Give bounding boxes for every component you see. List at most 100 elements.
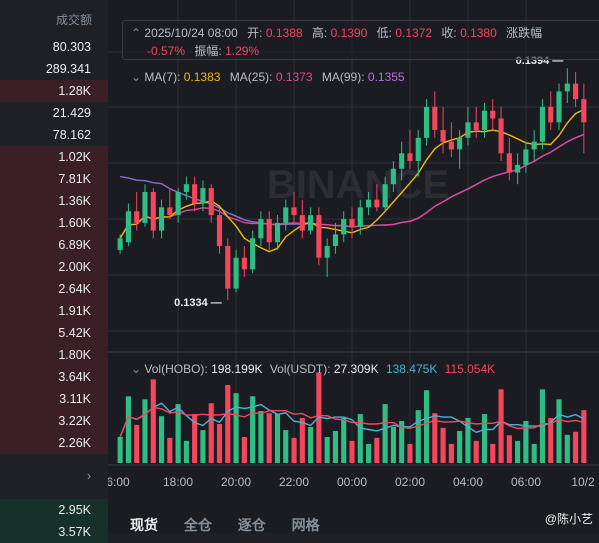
volume-bar	[250, 396, 256, 463]
turnover-row: 1.36K	[0, 190, 108, 212]
time-tick-label: 20:00	[221, 475, 251, 489]
vol-toggle-icon[interactable]: ⌄	[131, 362, 142, 376]
ohlc-line2: -0.57% 振幅: 1.29%	[147, 42, 259, 59]
low-label: 低:	[376, 26, 392, 40]
ma99-label: MA(99):	[321, 70, 365, 84]
candle-body	[357, 207, 363, 227]
ma99-value: 0.1355	[367, 70, 405, 84]
volume-bar	[216, 424, 223, 463]
time-tick-label: 18:00	[163, 475, 193, 489]
candle-body	[349, 219, 355, 227]
candle-body	[415, 137, 421, 161]
volume-bar	[283, 430, 289, 463]
candle-body	[399, 153, 405, 169]
volume-bar	[481, 414, 488, 463]
ma7-label: MA(7):	[144, 70, 181, 84]
volume-bar	[308, 427, 314, 463]
usdt-label: Vol(USDT):	[269, 362, 331, 376]
volume-bar	[473, 440, 479, 463]
candle-body	[581, 99, 587, 123]
tab-spot[interactable]: 现货	[130, 517, 158, 533]
candle-body	[341, 219, 347, 235]
volume-bar	[548, 417, 554, 463]
volume-bar	[374, 437, 380, 463]
high-label: 高:	[311, 26, 328, 40]
volume-bar	[341, 417, 347, 463]
volume-bar	[134, 424, 140, 463]
chevron-right-icon[interactable]: ›	[86, 469, 91, 483]
candle-body	[531, 141, 537, 150]
collapse-icon[interactable]: ⌃	[131, 26, 142, 40]
volume-bar	[349, 440, 355, 463]
candle-body	[564, 83, 570, 92]
volume-bar	[523, 420, 529, 463]
candle-body	[490, 110, 496, 119]
amp-label: 振幅:	[194, 44, 222, 58]
candle-body	[432, 106, 438, 131]
candle-body	[266, 219, 272, 243]
volume-bar	[142, 399, 148, 463]
tab-cross[interactable]: 全仓	[183, 517, 212, 533]
turnover-row: 5.42K	[0, 322, 108, 344]
candle-body	[258, 219, 264, 239]
turnover-row: 7.81K	[0, 168, 108, 190]
candle-body	[332, 234, 339, 247]
volume-bar	[274, 414, 281, 463]
volume-bar	[324, 437, 330, 463]
time-tick-label: 02:00	[395, 475, 425, 489]
volume-bar	[390, 427, 396, 463]
turnover-row: 1.28K	[0, 80, 108, 102]
candle-body	[291, 207, 297, 216]
volume-bar	[225, 385, 231, 463]
candle-body	[283, 207, 289, 223]
ohlc-panel	[122, 20, 599, 60]
volume-bar	[266, 413, 272, 463]
time-tick-label: 22:00	[279, 475, 309, 489]
volume-bar	[498, 389, 504, 463]
candle-body	[481, 110, 488, 131]
turnover-row: 2.95K	[0, 499, 108, 521]
candle-body	[216, 215, 223, 247]
kline-chart[interactable]: BINANCE 0.1394 —0.1334 —6:00 18:00 20:00 22:…	[108, 0, 599, 533]
candle-body	[523, 149, 529, 165]
turnover-row: 3.22K	[0, 410, 108, 432]
volume-bar	[299, 417, 305, 463]
candle-body	[208, 188, 214, 216]
turnover-row: 2.26K	[0, 432, 108, 454]
turnover-row: 80.303	[0, 36, 108, 58]
candle-body	[365, 199, 372, 208]
candle-body	[142, 191, 148, 223]
candle-body	[573, 83, 579, 100]
turnover-row: 1.80K	[0, 344, 108, 366]
tab-grid[interactable]: 网格	[291, 517, 320, 533]
change-value: -0.57%	[147, 44, 186, 58]
change-label: 涨跌幅	[506, 26, 543, 40]
time-tick-label: 06:00	[511, 475, 541, 489]
candle-body	[299, 215, 305, 231]
turnover-row: 3.64K	[0, 366, 108, 388]
vol-value: 198.199K	[211, 362, 263, 376]
candle-body	[390, 168, 396, 185]
ohlc-date: 2025/10/24 08:00	[144, 26, 238, 40]
vol-ma1-value: 138.475K	[385, 362, 438, 376]
candle-body	[125, 211, 131, 243]
time-tick-label: 10/2	[571, 475, 595, 489]
candle-body	[175, 191, 181, 216]
volume-bar	[357, 414, 363, 463]
candle-body	[374, 199, 380, 208]
volume-legend: ⌄ Vol(HOBO): 198.199K Vol(USDT): 27.309K…	[131, 362, 495, 376]
candle-body	[457, 137, 463, 150]
open-value: 0.1388	[265, 26, 303, 40]
vol-ma2-value: 115.054K	[444, 362, 496, 376]
candle-body	[274, 222, 281, 243]
candle-body	[192, 184, 198, 204]
ma-toggle-icon[interactable]: ⌄	[131, 70, 142, 84]
volume-bar	[465, 417, 471, 463]
volume-bar	[233, 393, 239, 463]
tab-isolated[interactable]: 逐仓	[237, 517, 266, 533]
volume-bar	[183, 440, 189, 463]
candle-body	[548, 106, 554, 123]
turnover-row: 289.341	[0, 58, 108, 80]
time-tick-label: 00:00	[337, 475, 367, 489]
